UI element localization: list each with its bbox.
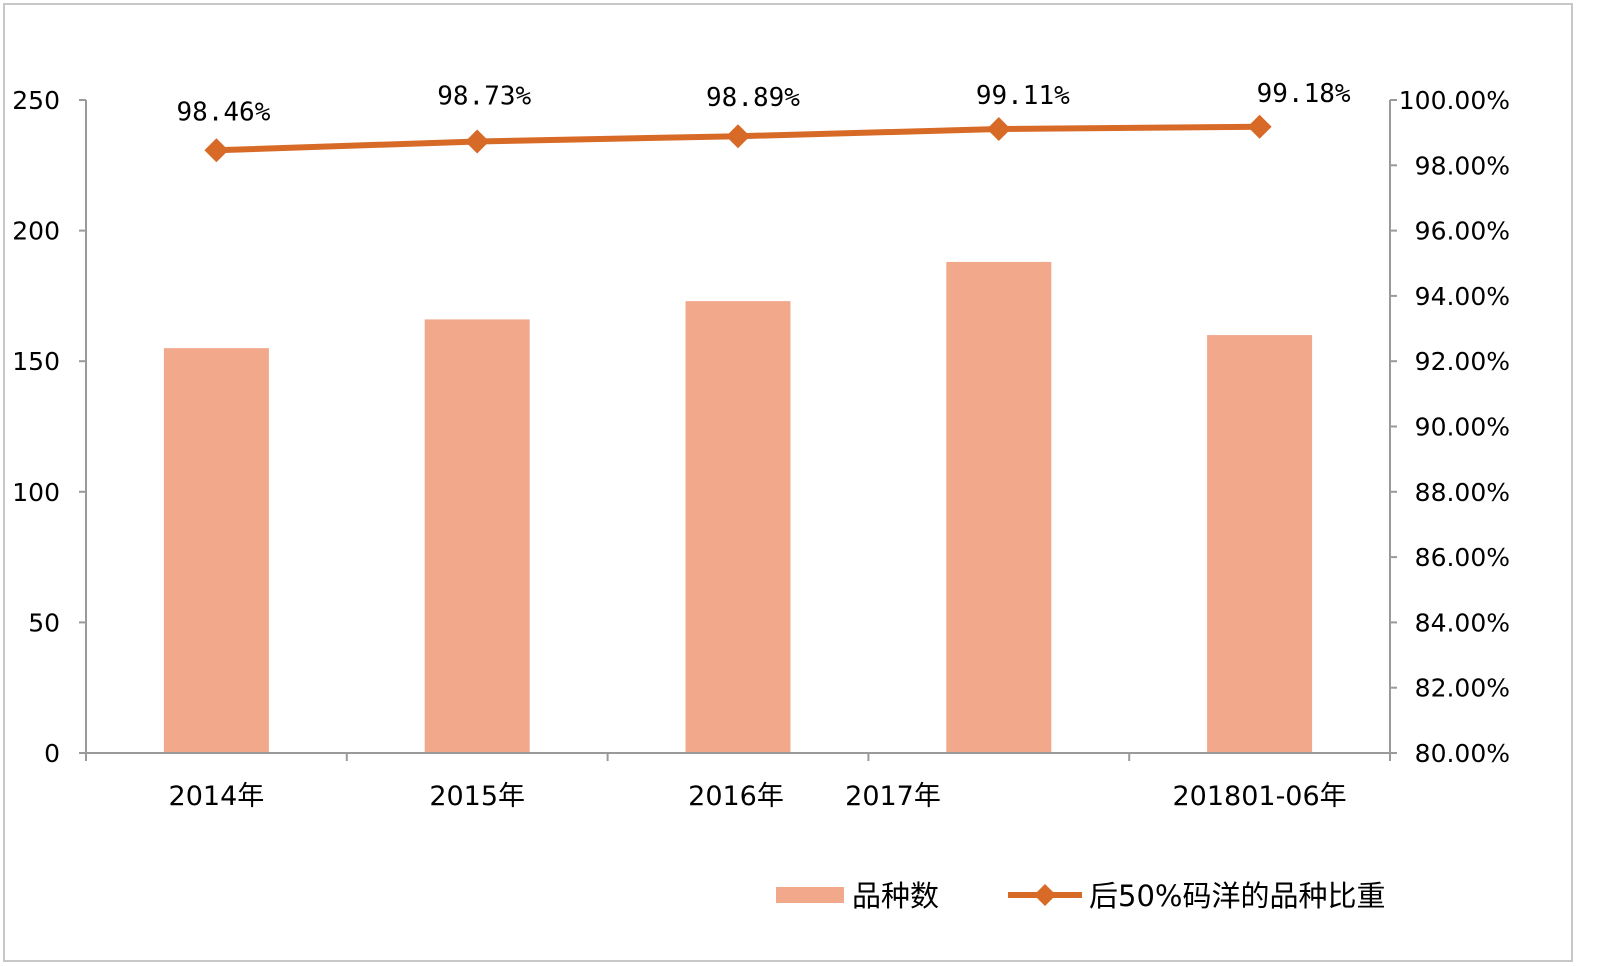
data-label: 98.73% — [437, 81, 531, 111]
line-point — [1247, 114, 1272, 139]
y-right-tick-label: 100.00% — [1399, 86, 1510, 115]
x-tick-label: 2014年 — [169, 781, 265, 812]
legend: 品种数 后50%码洋的品种比重 — [776, 879, 1385, 913]
y-left-tick-label: 50 — [28, 608, 60, 637]
line-point — [986, 117, 1011, 142]
y-right-tick-label: 90.00% — [1415, 413, 1510, 442]
data-label: 99.11% — [976, 81, 1070, 111]
data-label: 98.46% — [176, 97, 270, 127]
data-label: 99.18% — [1257, 79, 1351, 109]
y-right-tick-label: 92.00% — [1415, 347, 1510, 376]
y-right-tick-label: 86.00% — [1415, 543, 1510, 572]
bar — [946, 261, 1052, 753]
axes: 0 50 100 150 200 250 80.00% 82.00% 84.00% 86.00% 8… — [12, 86, 1510, 812]
y-right-tick-label: 84.00% — [1415, 608, 1510, 637]
bar — [1207, 335, 1313, 753]
y-right-tick-label: 88.00% — [1415, 478, 1510, 507]
x-tick-label: 201801-06年 — [1173, 781, 1347, 812]
legend-marker — [1034, 884, 1056, 906]
y-left-tick-label: 150 — [12, 347, 60, 376]
y-right-tick-label: 80.00% — [1415, 739, 1510, 768]
bar — [163, 348, 269, 753]
data-label: 98.89% — [706, 83, 800, 113]
y-right-tick-label: 82.00% — [1415, 674, 1510, 703]
bar — [685, 301, 791, 753]
legend-label-bars: 品种数 — [852, 879, 939, 913]
bar-series — [163, 261, 1313, 753]
line-series: 98.46% 98.73% 98.89% 99.11% 99.18% — [176, 79, 1351, 163]
y-left-tick-label: 200 — [12, 217, 60, 246]
y-left-tick-label: 100 — [12, 478, 60, 507]
bar — [424, 319, 530, 753]
y-right-tick-label: 94.00% — [1415, 282, 1510, 311]
x-tick-label: 2017年 — [845, 781, 941, 812]
line-point — [465, 129, 490, 154]
y-left-tick-label: 0 — [44, 739, 60, 768]
x-tick-label: 2016年 — [688, 781, 784, 812]
line-point — [726, 124, 750, 149]
y-right-tick-label: 98.00% — [1415, 151, 1510, 180]
legend-label-line: 后50%码洋的品种比重 — [1089, 879, 1385, 913]
x-tick-label: 2015年 — [429, 781, 525, 812]
y-left-tick-label: 250 — [12, 86, 60, 115]
legend-swatch-bars — [776, 887, 844, 903]
line-point — [204, 138, 229, 163]
y-right-tick-label: 96.00% — [1415, 217, 1510, 246]
